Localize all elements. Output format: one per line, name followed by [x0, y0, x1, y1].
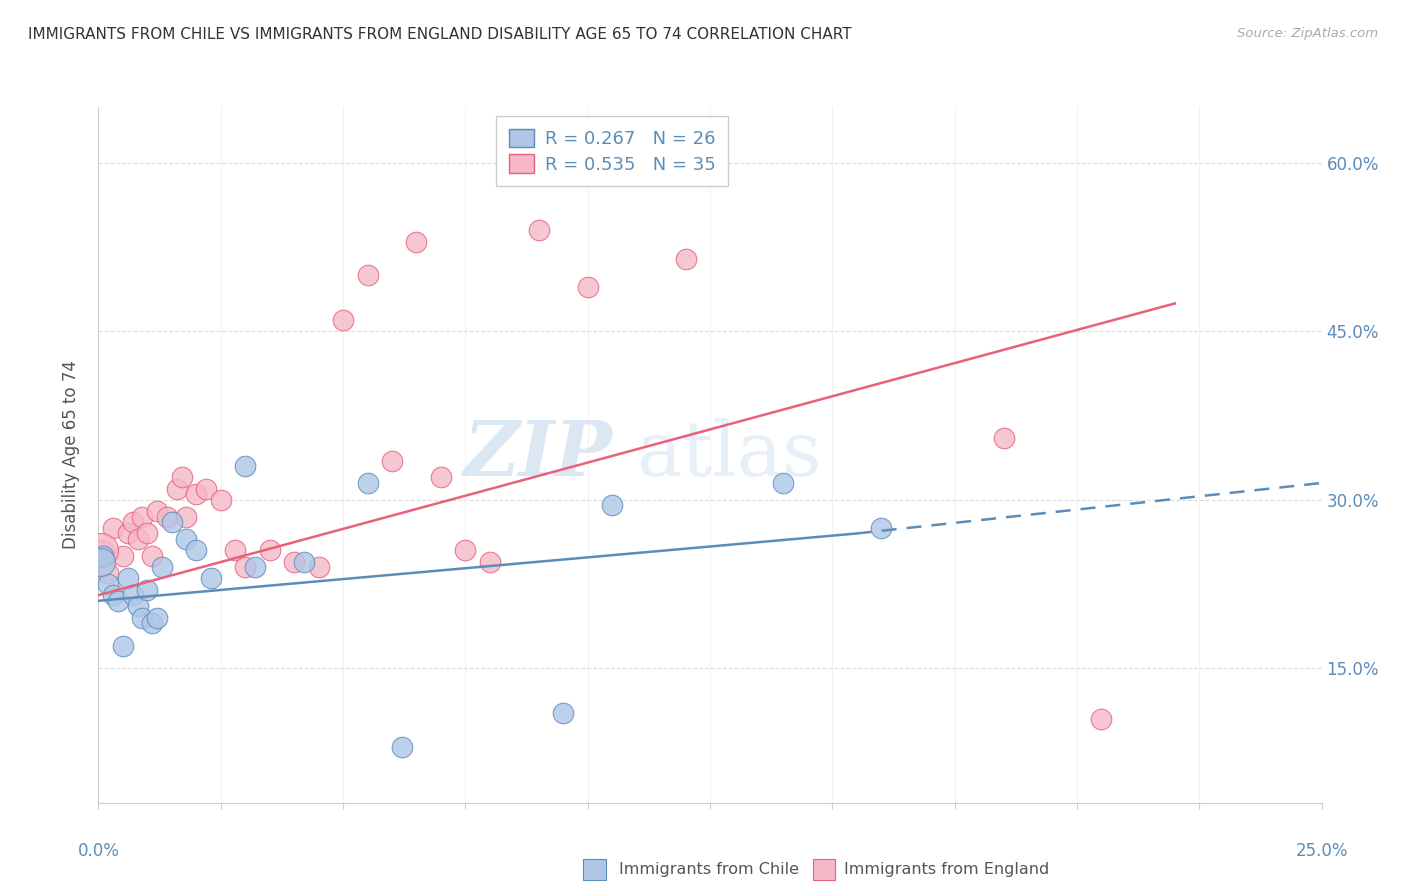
- Point: [117, 526, 139, 541]
- Point: [405, 235, 427, 249]
- Point: [136, 582, 159, 597]
- Legend: R = 0.267   N = 26, R = 0.535   N = 35: R = 0.267 N = 26, R = 0.535 N = 35: [496, 116, 728, 186]
- Point: [381, 453, 404, 467]
- Point: [160, 515, 183, 529]
- Text: Immigrants from England: Immigrants from England: [844, 863, 1049, 877]
- Point: [107, 594, 129, 608]
- Point: [141, 616, 163, 631]
- Point: [91, 543, 114, 558]
- Point: [121, 515, 143, 529]
- Point: [478, 555, 501, 569]
- Point: [136, 526, 159, 541]
- Y-axis label: Disability Age 65 to 74: Disability Age 65 to 74: [62, 360, 80, 549]
- Point: [870, 521, 893, 535]
- Point: [111, 639, 134, 653]
- Point: [146, 504, 169, 518]
- Point: [101, 588, 124, 602]
- Text: 25.0%: 25.0%: [1295, 842, 1348, 860]
- Text: IMMIGRANTS FROM CHILE VS IMMIGRANTS FROM ENGLAND DISABILITY AGE 65 TO 74 CORRELA: IMMIGRANTS FROM CHILE VS IMMIGRANTS FROM…: [28, 27, 852, 42]
- Point: [356, 268, 378, 283]
- Text: Immigrants from Chile: Immigrants from Chile: [619, 863, 799, 877]
- Point: [332, 313, 354, 327]
- Point: [993, 431, 1015, 445]
- Point: [117, 571, 139, 585]
- Point: [131, 509, 153, 524]
- Point: [259, 543, 281, 558]
- Point: [186, 543, 208, 558]
- Text: ZIP: ZIP: [464, 418, 612, 491]
- Point: [146, 610, 169, 624]
- Point: [356, 475, 378, 490]
- Point: [176, 532, 198, 546]
- Point: [90, 543, 112, 558]
- Point: [166, 482, 188, 496]
- Point: [233, 459, 256, 474]
- Point: [141, 549, 163, 563]
- Point: [430, 470, 453, 484]
- Point: [170, 470, 193, 484]
- Point: [127, 532, 149, 546]
- Point: [111, 549, 134, 563]
- Point: [391, 739, 413, 754]
- Point: [600, 499, 623, 513]
- Point: [772, 475, 794, 490]
- Text: atlas: atlas: [637, 418, 823, 491]
- Point: [224, 543, 246, 558]
- Point: [283, 555, 305, 569]
- Point: [454, 543, 477, 558]
- Point: [233, 560, 256, 574]
- Point: [1090, 712, 1112, 726]
- Point: [176, 509, 198, 524]
- Point: [131, 610, 153, 624]
- Point: [553, 706, 575, 720]
- Point: [527, 223, 550, 237]
- Point: [576, 279, 599, 293]
- Point: [200, 571, 222, 585]
- Point: [97, 577, 120, 591]
- Point: [675, 252, 697, 266]
- Point: [209, 492, 232, 507]
- Point: [186, 487, 208, 501]
- Point: [243, 560, 266, 574]
- Point: [127, 599, 149, 614]
- Point: [91, 549, 114, 563]
- Point: [156, 509, 179, 524]
- Point: [101, 521, 124, 535]
- Text: 0.0%: 0.0%: [77, 842, 120, 860]
- Point: [292, 555, 315, 569]
- Point: [97, 566, 120, 580]
- Point: [90, 555, 112, 569]
- Point: [150, 560, 173, 574]
- Text: Source: ZipAtlas.com: Source: ZipAtlas.com: [1237, 27, 1378, 40]
- Point: [195, 482, 218, 496]
- Point: [121, 588, 143, 602]
- Point: [308, 560, 330, 574]
